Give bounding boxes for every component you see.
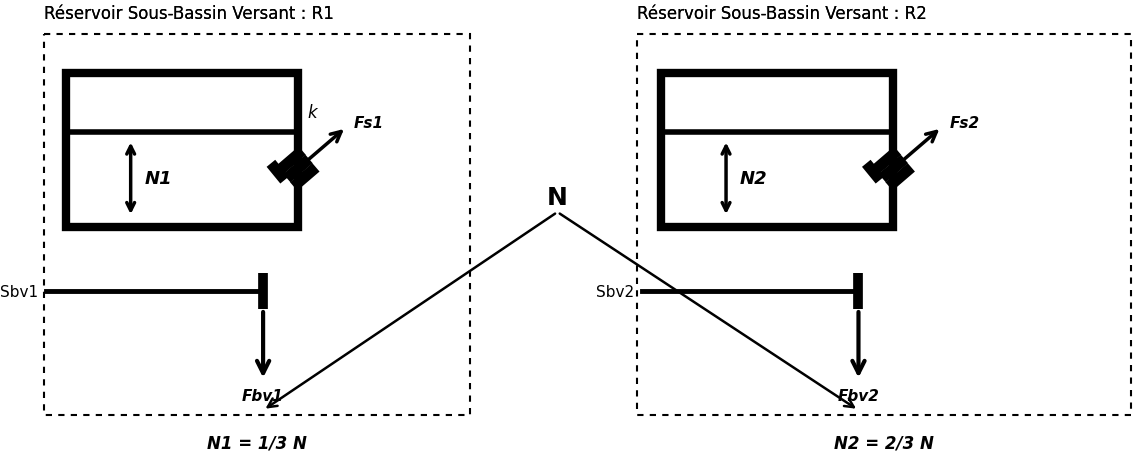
Text: Réservoir Sous-Bassin Versant : R1: Réservoir Sous-Bassin Versant : R1 [45, 5, 335, 23]
Bar [45, 35, 470, 415]
Text: Sbv1: Sbv1 [0, 284, 39, 299]
Text: N2 = 2/3 N: N2 = 2/3 N [833, 433, 934, 451]
Text: Fbv1: Fbv1 [242, 389, 284, 404]
Text: Réservoir Sous-Bassin Versant : R2: Réservoir Sous-Bassin Versant : R2 [637, 5, 927, 23]
Text: Réservoir Sous-Bassin Versant : R1: Réservoir Sous-Bassin Versant : R1 [45, 5, 335, 23]
Text: N1: N1 [144, 170, 172, 188]
Text: N1 = 1/3 N: N1 = 1/3 N [207, 433, 307, 451]
Text: k: k [307, 103, 317, 121]
Text: Réservoir Sous-Bassin Versant : R2: Réservoir Sous-Bassin Versant : R2 [637, 5, 927, 23]
Bar [637, 35, 1130, 415]
Text: N: N [547, 186, 567, 210]
Text: Sbv2: Sbv2 [596, 284, 634, 299]
Text: N2: N2 [739, 170, 767, 188]
Text: Fs2: Fs2 [949, 116, 980, 131]
Text: Fbv2: Fbv2 [838, 389, 879, 404]
Bar [65, 74, 298, 228]
Text: Fs1: Fs1 [354, 116, 384, 131]
Bar [661, 74, 894, 228]
